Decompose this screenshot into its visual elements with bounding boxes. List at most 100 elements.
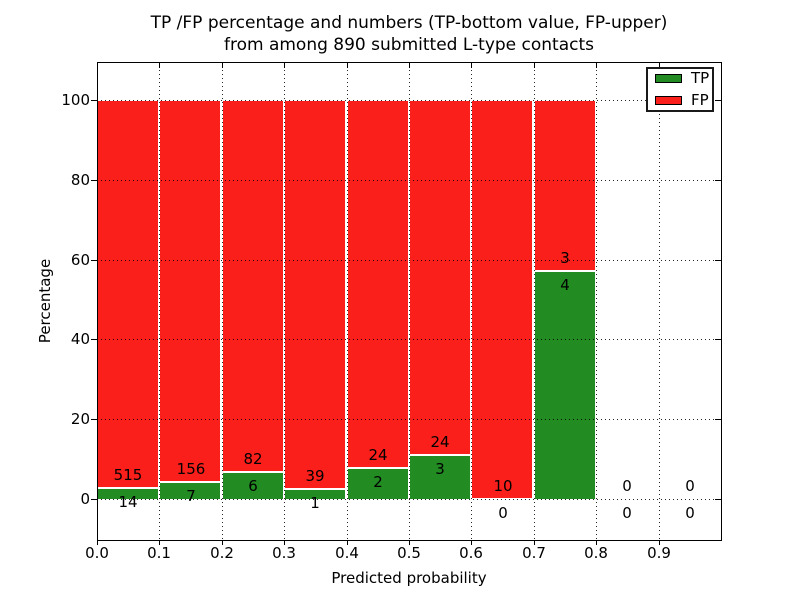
x-tick-mark bbox=[284, 540, 285, 545]
x-tick-label: 0.0 bbox=[85, 544, 109, 562]
chart-title-line1: TP /FP percentage and numbers (TP-bottom… bbox=[150, 13, 668, 33]
y-tick-mark-right bbox=[715, 100, 721, 101]
fp-bar-segment bbox=[471, 100, 533, 499]
x-tick-mark-top bbox=[159, 63, 160, 68]
tp-count-label: 7 bbox=[186, 487, 196, 505]
vertical-gridline bbox=[347, 62, 348, 540]
fp-bar-segment bbox=[347, 100, 409, 468]
fp-count-label: 3 bbox=[560, 249, 570, 267]
tp-count-label: 0 bbox=[622, 504, 632, 522]
legend-label-fp: FP bbox=[691, 91, 709, 109]
fp-bar-segment bbox=[534, 100, 596, 271]
x-tick-label: 0.3 bbox=[272, 544, 296, 562]
x-tick-mark-top bbox=[222, 63, 223, 68]
y-tick-mark bbox=[91, 339, 97, 340]
fp-color-swatch bbox=[655, 96, 682, 105]
x-tick-mark bbox=[97, 540, 98, 545]
legend-entry-tp: TP bbox=[655, 71, 709, 86]
fp-count-label: 24 bbox=[430, 433, 450, 451]
fp-count-label: 82 bbox=[243, 450, 263, 468]
fp-count-label: 156 bbox=[176, 460, 206, 478]
y-tick-mark-right bbox=[715, 260, 721, 261]
vertical-gridline bbox=[284, 62, 285, 540]
x-tick-mark-top bbox=[347, 63, 348, 68]
fp-count-label: 39 bbox=[305, 467, 325, 485]
y-tick-mark bbox=[91, 419, 97, 420]
y-tick-label: 100 bbox=[61, 91, 90, 109]
fp-bar-segment bbox=[222, 100, 284, 472]
x-tick-label: 0.8 bbox=[584, 544, 608, 562]
x-tick-label: 0.9 bbox=[647, 544, 671, 562]
fp-bar-segment bbox=[284, 100, 346, 489]
x-tick-label: 0.7 bbox=[522, 544, 546, 562]
fp-count-label: 0 bbox=[685, 477, 695, 495]
x-tick-mark-top bbox=[97, 63, 98, 68]
x-axis-label: Predicted probability bbox=[331, 569, 487, 587]
tp-count-label: 1 bbox=[310, 494, 320, 512]
chart-title-line2: from among 890 submitted L-type contacts bbox=[223, 35, 595, 55]
x-tick-mark bbox=[659, 540, 660, 545]
y-tick-mark-right bbox=[715, 180, 721, 181]
vertical-gridline bbox=[534, 62, 535, 540]
horizontal-gridline bbox=[97, 180, 721, 181]
x-tick-label: 0.5 bbox=[397, 544, 421, 562]
tp-count-label: 4 bbox=[560, 276, 570, 294]
y-tick-mark bbox=[91, 180, 97, 181]
x-tick-mark bbox=[471, 540, 472, 545]
y-tick-label: 40 bbox=[70, 330, 90, 348]
x-tick-mark bbox=[159, 540, 160, 545]
horizontal-gridline bbox=[97, 100, 721, 101]
horizontal-gridline bbox=[97, 419, 721, 420]
y-tick-label: 20 bbox=[70, 410, 90, 428]
y-tick-label: 80 bbox=[70, 171, 90, 189]
y-tick-mark bbox=[91, 499, 97, 500]
x-tick-label: 0.2 bbox=[210, 544, 234, 562]
legend-entry-fp: FP bbox=[655, 93, 709, 108]
x-tick-mark-top bbox=[596, 63, 597, 68]
y-tick-mark-right bbox=[715, 499, 721, 500]
vertical-gridline bbox=[659, 62, 660, 540]
tp-count-label: 3 bbox=[435, 460, 445, 478]
fp-count-label: 515 bbox=[113, 466, 143, 484]
legend-label-tp: TP bbox=[691, 69, 710, 87]
vertical-gridline bbox=[596, 62, 597, 540]
tp-bar-segment bbox=[222, 472, 284, 500]
x-tick-mark-top bbox=[659, 63, 660, 68]
x-tick-mark-top bbox=[284, 63, 285, 68]
x-tick-mark bbox=[534, 540, 535, 545]
y-tick-mark-right bbox=[715, 419, 721, 420]
x-tick-mark-top bbox=[471, 63, 472, 68]
x-tick-mark bbox=[347, 540, 348, 545]
y-tick-label: 0 bbox=[80, 490, 90, 508]
horizontal-gridline bbox=[97, 499, 721, 500]
tp-count-label: 0 bbox=[498, 504, 508, 522]
fp-count-label: 24 bbox=[368, 446, 388, 464]
y-tick-mark-right bbox=[715, 339, 721, 340]
fp-bar-segment bbox=[159, 100, 221, 482]
tp-count-label: 14 bbox=[118, 493, 138, 511]
x-tick-label: 0.4 bbox=[335, 544, 359, 562]
x-tick-mark bbox=[222, 540, 223, 545]
vertical-gridline bbox=[471, 62, 472, 540]
y-tick-mark bbox=[91, 100, 97, 101]
tp-count-label: 6 bbox=[248, 477, 258, 495]
fp-count-label: 10 bbox=[493, 477, 513, 495]
horizontal-gridline bbox=[97, 339, 721, 340]
x-tick-mark-top bbox=[409, 63, 410, 68]
vertical-gridline bbox=[159, 62, 160, 540]
legend: TP FP bbox=[646, 67, 714, 112]
fp-count-label: 0 bbox=[622, 477, 632, 495]
x-tick-mark bbox=[409, 540, 410, 545]
tp-count-label: 2 bbox=[373, 473, 383, 491]
tp-bar-segment bbox=[347, 468, 409, 500]
x-tick-mark-top bbox=[534, 63, 535, 68]
y-tick-label: 60 bbox=[70, 251, 90, 269]
x-tick-label: 0.1 bbox=[147, 544, 171, 562]
vertical-gridline bbox=[409, 62, 410, 540]
horizontal-gridline bbox=[97, 260, 721, 261]
vertical-gridline bbox=[222, 62, 223, 540]
x-tick-label: 0.6 bbox=[459, 544, 483, 562]
tp-count-label: 0 bbox=[685, 504, 695, 522]
